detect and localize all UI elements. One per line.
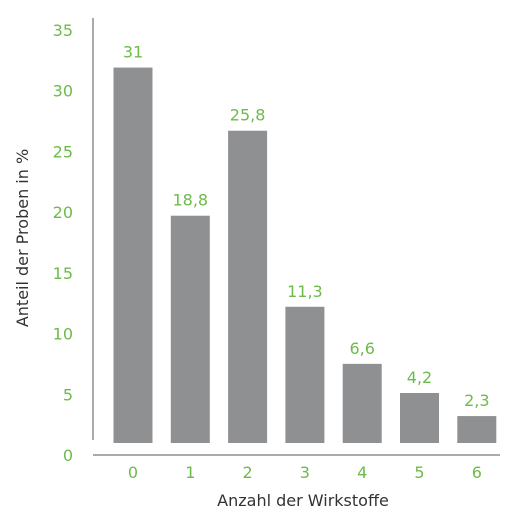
x-tick-label: 4: [357, 463, 367, 482]
bar: [170, 215, 210, 443]
data-label: 31: [123, 43, 143, 62]
y-axis-title: Anteil der Proben in %: [13, 149, 32, 327]
y-tick-label: 10: [53, 325, 73, 344]
y-tick-label: 15: [53, 264, 73, 283]
bar: [342, 363, 382, 443]
x-tick-label: 3: [300, 463, 310, 482]
y-tick-label: 30: [53, 82, 73, 101]
y-tick-label: 5: [63, 385, 73, 404]
bar: [285, 306, 325, 443]
x-tick-label: 0: [128, 463, 138, 482]
data-label: 4,2: [407, 368, 432, 387]
data-label: 6,6: [349, 339, 374, 358]
data-labels: 31 18,8 25,8 11,3 6,6 4,2 2,3: [123, 43, 490, 411]
bar: [113, 67, 153, 444]
y-tick-label: 35: [53, 21, 73, 40]
y-tick-label: 0: [63, 446, 73, 465]
x-tick-label: 5: [414, 463, 424, 482]
x-axis-title: Anzahl der Wirkstoffe: [217, 491, 389, 510]
bar: [228, 130, 268, 443]
x-tick-labels: 0 1 2 3 4 5 6: [128, 463, 482, 482]
y-tick-label: 20: [53, 203, 73, 222]
data-label: 25,8: [230, 106, 266, 125]
x-tick-label: 2: [243, 463, 253, 482]
data-label: 2,3: [464, 391, 489, 410]
y-tick-labels: 0 5 10 15 20 25 30 35: [53, 21, 73, 465]
data-label: 18,8: [172, 191, 208, 210]
x-axis: 0 1 2 3 4 5 6: [93, 454, 500, 482]
bar: [400, 393, 439, 443]
x-tick-label: 6: [472, 463, 482, 482]
bars: [113, 67, 497, 444]
data-label: 11,3: [287, 282, 323, 301]
x-tick-label: 1: [185, 463, 195, 482]
y-tick-label: 25: [53, 142, 73, 161]
y-axis: 0 5 10 15 20 25 30 35: [53, 18, 94, 465]
bar: [457, 416, 497, 443]
